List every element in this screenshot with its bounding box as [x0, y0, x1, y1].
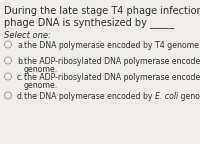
Text: genome.: genome. [178, 92, 200, 101]
Text: Select one:: Select one: [4, 31, 51, 40]
Text: d.: d. [17, 92, 24, 101]
Text: b.: b. [17, 57, 24, 66]
Text: phage DNA is synthesized by _____: phage DNA is synthesized by _____ [4, 17, 174, 28]
Text: During the late stage T4 phage infection, the: During the late stage T4 phage infection… [4, 6, 200, 16]
Text: the DNA polymerase encoded by T4 genome.: the DNA polymerase encoded by T4 genome. [24, 41, 200, 50]
Text: c.: c. [17, 73, 24, 82]
Text: E. coli: E. coli [155, 92, 178, 101]
Text: the ADP-ribosylated DNA polymerase encoded by: the ADP-ribosylated DNA polymerase encod… [24, 57, 200, 66]
Text: a.: a. [17, 41, 24, 50]
Text: the ADP-ribosylated DNA polymerase encoded by T4: the ADP-ribosylated DNA polymerase encod… [24, 73, 200, 82]
Text: genome.: genome. [24, 81, 58, 90]
Text: genome.: genome. [24, 65, 58, 74]
Text: the DNA polymerase encoded by: the DNA polymerase encoded by [24, 92, 155, 101]
